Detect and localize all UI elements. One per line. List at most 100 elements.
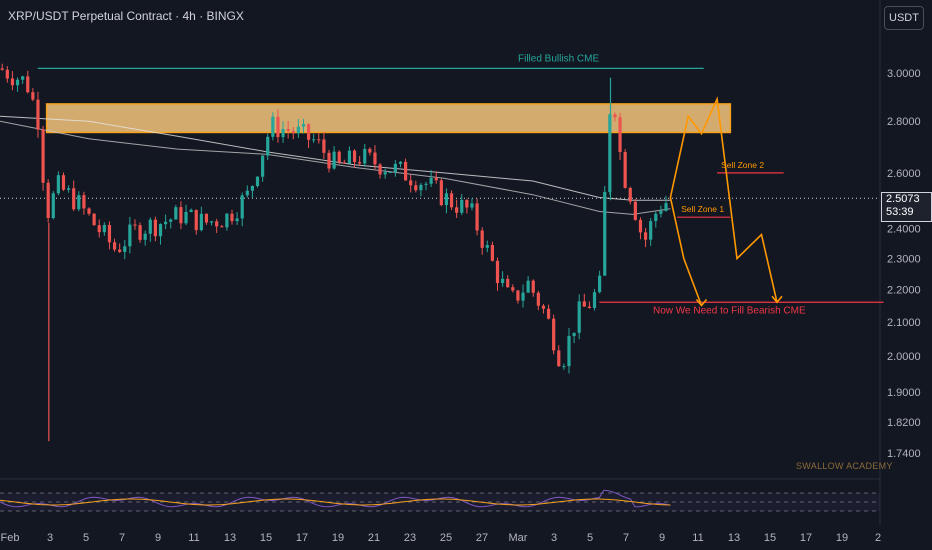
candle-body — [414, 185, 418, 191]
time-tick-label: 13 — [728, 532, 740, 544]
candle-body — [0, 68, 4, 70]
candle-body — [582, 301, 586, 307]
time-tick-label: 19 — [332, 532, 344, 544]
candle-body — [455, 207, 459, 213]
candle-body — [184, 211, 188, 224]
moving-average-line — [0, 120, 671, 215]
price-axis[interactable]: 3.0000 2.8000 2.6000 2.4000 2.3000 2.2000 2.10… — [887, 68, 921, 460]
candle-body — [82, 195, 86, 209]
candle-body — [552, 318, 556, 351]
candle-body — [5, 69, 9, 79]
candle-body — [618, 117, 622, 152]
candle-body — [628, 187, 632, 202]
candle-body — [77, 195, 81, 210]
candle-body — [46, 182, 50, 219]
candle-body — [470, 203, 474, 208]
candle-body — [21, 76, 25, 80]
moving-average-line — [0, 115, 671, 201]
time-tick-label: 27 — [476, 532, 488, 544]
candle-body — [623, 151, 627, 188]
candle-body — [526, 280, 530, 293]
level-label: Now We Need to Fill Bearish CME — [653, 305, 806, 316]
time-tick-label: 19 — [836, 532, 848, 544]
time-tick-label: 13 — [224, 532, 236, 544]
candle-body — [240, 195, 244, 219]
candle-body — [225, 213, 229, 228]
time-tick-label: 5 — [83, 532, 89, 544]
price-tick-label: 2.0000 — [887, 351, 921, 363]
candle-body — [209, 221, 214, 223]
time-tick-label: 15 — [260, 532, 272, 544]
candle-body — [133, 224, 137, 226]
time-tick-label: 23 — [404, 532, 416, 544]
candle-body — [562, 366, 566, 368]
candle-body — [72, 188, 76, 210]
candle-body — [419, 184, 423, 191]
candle-body — [358, 162, 362, 164]
candle-body — [245, 190, 249, 196]
price-tick-label: 2.6000 — [887, 168, 921, 180]
candle-body — [572, 332, 576, 336]
price-tick-label: 2.1000 — [887, 317, 921, 329]
candle-body — [291, 131, 295, 134]
candle-body — [363, 148, 367, 164]
resistance-zone — [45, 103, 732, 134]
candle-body — [87, 208, 91, 214]
candle-body — [102, 225, 106, 233]
candle-body — [41, 129, 45, 183]
watermark: SWALLOW ACADEMY — [796, 461, 893, 471]
time-axis[interactable]: Feb 3 5 7 9 11 13 15 17 19 21 23 25 27 Mar 3 5 7 9 11 13 15 17… — [1, 532, 882, 544]
candle-body — [194, 209, 198, 231]
candle-body — [148, 219, 152, 234]
candle-body — [220, 226, 224, 228]
candle-body — [169, 219, 173, 222]
rsi-pane — [0, 489, 880, 512]
candle-body — [592, 292, 597, 309]
candle-body — [261, 155, 265, 177]
bar-countdown: 53:39 — [886, 206, 914, 218]
projection — [669, 96, 783, 307]
candle-body — [250, 185, 255, 191]
currency-button[interactable]: USDT — [884, 6, 924, 30]
candle-body — [368, 148, 372, 153]
candle-body — [398, 161, 403, 164]
last-price-value: 2.5073 — [886, 193, 920, 205]
rsi-ma-line — [0, 498, 671, 506]
candle-body — [521, 292, 525, 301]
candle-body — [429, 177, 433, 184]
candle-body — [403, 161, 408, 181]
projection-path — [669, 96, 778, 303]
candles — [0, 63, 668, 442]
time-tick-label: 17 — [800, 532, 812, 544]
time-tick-label: 9 — [155, 532, 161, 544]
candle-body — [61, 175, 66, 190]
candle-body — [31, 92, 35, 100]
candle-body — [301, 124, 306, 127]
time-tick-label: 11 — [188, 532, 199, 544]
candle-body — [36, 99, 40, 130]
candle-body — [475, 203, 479, 231]
time-tick-label: 2 — [875, 532, 881, 544]
time-tick-label: Feb — [1, 532, 20, 544]
candle-body — [598, 275, 602, 293]
candle-body — [158, 224, 163, 237]
candle-body — [327, 152, 331, 169]
candle-body — [490, 244, 494, 261]
candle-body — [92, 213, 96, 226]
candle-body — [511, 287, 515, 291]
time-tick-label: 9 — [659, 532, 665, 544]
candle-body — [531, 280, 535, 293]
candle-body — [51, 193, 55, 219]
resistance-box — [45, 103, 732, 134]
candle-body — [332, 151, 336, 169]
candle-body — [388, 172, 392, 174]
candle-body — [56, 175, 60, 194]
time-tick-label: 5 — [587, 532, 593, 544]
candle-body — [659, 210, 663, 214]
price-tick-label: 2.8000 — [887, 116, 921, 128]
candle-body — [153, 219, 157, 237]
price-tick-label: 2.2000 — [887, 284, 921, 296]
candle-body — [352, 150, 357, 163]
candle-body — [449, 193, 454, 208]
